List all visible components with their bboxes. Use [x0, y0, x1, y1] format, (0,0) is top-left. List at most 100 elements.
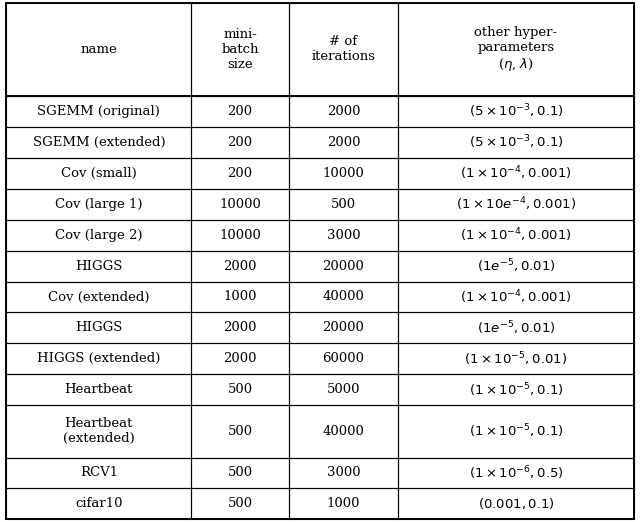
Text: # of
iterations: # of iterations: [312, 35, 376, 63]
Text: 200: 200: [227, 167, 253, 180]
Text: Cov (large 1): Cov (large 1): [55, 198, 143, 211]
Text: cifar10: cifar10: [75, 497, 123, 511]
Bar: [398, 374, 634, 405]
Bar: [398, 489, 634, 519]
Bar: [289, 3, 398, 96]
Bar: [289, 189, 398, 220]
Bar: [6, 313, 191, 343]
Bar: [191, 96, 289, 127]
Bar: [398, 405, 634, 457]
Text: HIGGS (extended): HIGGS (extended): [37, 352, 161, 365]
Text: 10000: 10000: [323, 167, 364, 180]
Bar: [398, 96, 634, 127]
Text: $(1 \times 10^{-4}, 0.001)$: $(1 \times 10^{-4}, 0.001)$: [460, 164, 572, 182]
Bar: [289, 251, 398, 281]
Text: $(1 \times 10^{-6}, 0.5)$: $(1 \times 10^{-6}, 0.5)$: [468, 464, 563, 482]
Bar: [191, 127, 289, 158]
Text: 40000: 40000: [323, 425, 364, 438]
Text: Cov (large 2): Cov (large 2): [55, 229, 143, 242]
Text: HIGGS: HIGGS: [76, 259, 123, 272]
Text: 20000: 20000: [323, 259, 364, 272]
Bar: [398, 251, 634, 281]
Text: 200: 200: [227, 105, 253, 118]
Bar: [6, 343, 191, 374]
Bar: [289, 281, 398, 313]
Bar: [191, 405, 289, 457]
Bar: [289, 313, 398, 343]
Bar: [289, 220, 398, 251]
Bar: [6, 251, 191, 281]
Bar: [398, 313, 634, 343]
Bar: [6, 281, 191, 313]
Bar: [6, 96, 191, 127]
Text: $(5 \times 10^{-3}, 0.1)$: $(5 \times 10^{-3}, 0.1)$: [468, 103, 563, 120]
Text: $(1 \times 10^{-4}, 0.001)$: $(1 \times 10^{-4}, 0.001)$: [460, 227, 572, 244]
Text: 500: 500: [227, 425, 253, 438]
Text: HIGGS: HIGGS: [76, 322, 123, 335]
Bar: [191, 489, 289, 519]
Text: 3000: 3000: [326, 229, 360, 242]
Text: $(0.001, 0.1)$: $(0.001, 0.1)$: [477, 496, 554, 512]
Text: 2000: 2000: [223, 352, 257, 365]
Text: Cov (small): Cov (small): [61, 167, 137, 180]
Text: $(1e^{-5}, 0.01)$: $(1e^{-5}, 0.01)$: [477, 257, 556, 275]
Bar: [398, 281, 634, 313]
Bar: [191, 3, 289, 96]
Bar: [191, 251, 289, 281]
Text: SGEMM (extended): SGEMM (extended): [33, 136, 165, 149]
Bar: [6, 405, 191, 457]
Text: Heartbeat
(extended): Heartbeat (extended): [63, 418, 135, 445]
Bar: [191, 457, 289, 489]
Text: 10000: 10000: [219, 198, 261, 211]
Text: SGEMM (original): SGEMM (original): [38, 105, 161, 118]
Bar: [289, 405, 398, 457]
Bar: [191, 343, 289, 374]
Text: 500: 500: [227, 497, 253, 511]
Text: $(1 \times 10^{-5}, 0.01)$: $(1 \times 10^{-5}, 0.01)$: [465, 350, 568, 367]
Text: $(1 \times 10e^{-4}, 0.001)$: $(1 \times 10e^{-4}, 0.001)$: [456, 195, 576, 213]
Text: 60000: 60000: [323, 352, 365, 365]
Bar: [289, 127, 398, 158]
Text: 1000: 1000: [327, 497, 360, 511]
Bar: [191, 189, 289, 220]
Text: mini-
batch
size: mini- batch size: [221, 28, 259, 71]
Bar: [289, 457, 398, 489]
Text: 1000: 1000: [223, 291, 257, 303]
Bar: [191, 220, 289, 251]
Bar: [6, 457, 191, 489]
Bar: [191, 313, 289, 343]
Bar: [289, 489, 398, 519]
Text: 200: 200: [227, 136, 253, 149]
Bar: [398, 457, 634, 489]
Bar: [6, 158, 191, 189]
Text: 10000: 10000: [219, 229, 261, 242]
Text: 500: 500: [227, 467, 253, 480]
Bar: [398, 343, 634, 374]
Text: 3000: 3000: [326, 467, 360, 480]
Text: 40000: 40000: [323, 291, 364, 303]
Bar: [191, 158, 289, 189]
Bar: [289, 343, 398, 374]
Text: name: name: [81, 43, 117, 56]
Text: Cov (extended): Cov (extended): [48, 291, 150, 303]
Bar: [398, 3, 634, 96]
Bar: [289, 374, 398, 405]
Bar: [6, 127, 191, 158]
Bar: [398, 158, 634, 189]
Text: 2000: 2000: [223, 322, 257, 335]
Text: $(5 \times 10^{-3}, 0.1)$: $(5 \times 10^{-3}, 0.1)$: [468, 134, 563, 151]
Bar: [289, 96, 398, 127]
Text: $(1 \times 10^{-4}, 0.001)$: $(1 \times 10^{-4}, 0.001)$: [460, 288, 572, 306]
Text: Heartbeat: Heartbeat: [65, 383, 133, 396]
Text: 2000: 2000: [223, 259, 257, 272]
Bar: [191, 281, 289, 313]
Bar: [398, 127, 634, 158]
Text: 2000: 2000: [327, 105, 360, 118]
Text: 2000: 2000: [327, 136, 360, 149]
Text: other hyper-
parameters
($\eta$, $\lambda$): other hyper- parameters ($\eta$, $\lambd…: [474, 26, 557, 73]
Bar: [191, 374, 289, 405]
Text: $(1 \times 10^{-5}, 0.1)$: $(1 \times 10^{-5}, 0.1)$: [468, 423, 563, 440]
Bar: [6, 489, 191, 519]
Bar: [6, 374, 191, 405]
Bar: [398, 189, 634, 220]
